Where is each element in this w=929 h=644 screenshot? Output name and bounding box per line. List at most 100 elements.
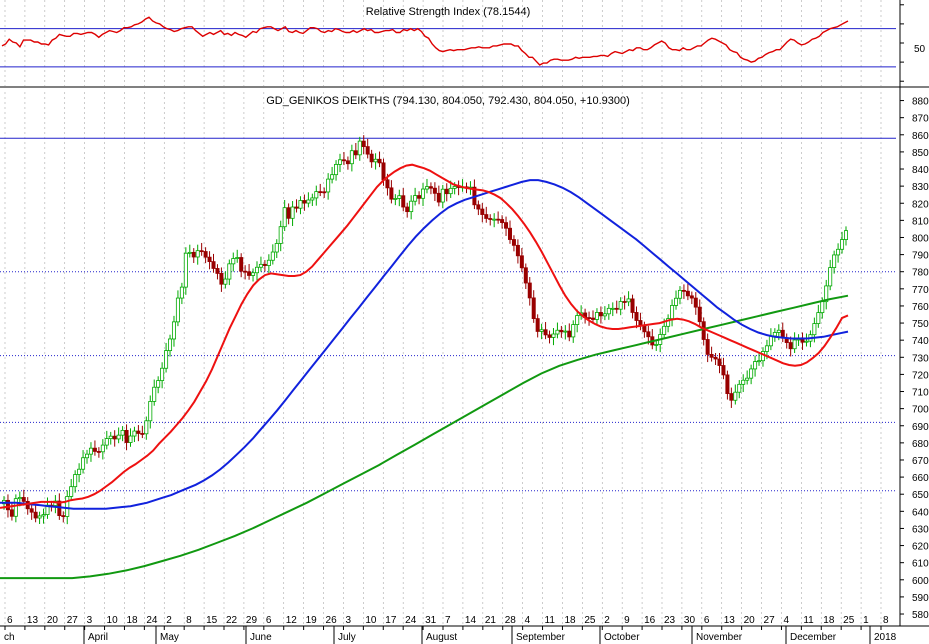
candle-up <box>65 496 70 517</box>
candle-down <box>527 282 532 299</box>
candle-down <box>504 222 509 229</box>
candle-up <box>551 333 556 338</box>
x-tick-label: 30 <box>684 615 696 626</box>
candle-up <box>168 338 173 352</box>
month-label: ch <box>4 632 15 643</box>
ma-short-line <box>0 163 849 509</box>
month-label: December <box>790 632 837 643</box>
candle-up <box>116 434 121 440</box>
price-tick-label: 640 <box>912 507 929 518</box>
candle-up <box>152 386 157 402</box>
x-tick-label: 6 <box>7 615 13 626</box>
candle-up <box>17 497 22 500</box>
candle-down <box>587 317 592 319</box>
candle-down <box>642 325 647 333</box>
candle-up <box>792 339 797 350</box>
candle-up <box>828 267 833 287</box>
candle-up <box>440 188 445 203</box>
candle-down <box>385 179 390 189</box>
candle-up <box>104 438 109 446</box>
candle-down <box>369 153 374 163</box>
candle-up <box>492 218 497 221</box>
x-tick-label: 1 <box>863 615 869 626</box>
candle-up <box>745 377 750 381</box>
candle-down <box>500 219 505 223</box>
candle-down <box>243 270 248 273</box>
price-tick-label: 580 <box>912 610 929 621</box>
candle-down <box>709 353 714 358</box>
candle-down <box>92 447 97 452</box>
candle-up <box>251 272 256 276</box>
candle-up <box>670 305 675 320</box>
candle-up <box>235 257 240 259</box>
candle-down <box>302 200 307 204</box>
candle-down <box>519 255 524 269</box>
candle-down <box>345 160 350 165</box>
x-tick-label: 8 <box>883 615 889 626</box>
x-tick-label: 18 <box>126 615 138 626</box>
candle-down <box>436 192 441 203</box>
price-tick-label: 670 <box>912 456 929 467</box>
price-tick-label: 660 <box>912 473 929 484</box>
candle-up <box>148 401 153 422</box>
candle-up <box>737 383 742 393</box>
candle-down <box>361 140 366 147</box>
candle-up <box>144 420 149 435</box>
price-tick-label: 850 <box>912 148 929 159</box>
candle-up <box>187 251 192 254</box>
candle-down <box>428 186 433 189</box>
candle-up <box>575 315 580 325</box>
ma-long-line <box>0 294 849 580</box>
candle-up <box>231 258 236 265</box>
candle-down <box>203 251 208 258</box>
candle-up <box>13 498 18 517</box>
candle-down <box>717 358 722 366</box>
candle-up <box>258 263 263 268</box>
x-tick-label: 24 <box>405 615 417 626</box>
x-tick-label: 28 <box>505 615 517 626</box>
price-tick-label: 760 <box>912 302 929 313</box>
candle-up <box>409 200 414 213</box>
x-tick-label: 23 <box>664 615 676 626</box>
candle-up <box>266 259 271 266</box>
candle-down <box>598 312 603 317</box>
x-tick-label: 16 <box>644 615 656 626</box>
x-tick-label: 26 <box>326 615 338 626</box>
candle-down <box>476 204 481 210</box>
price-tick-label: 620 <box>912 542 929 553</box>
candle-down <box>405 206 410 213</box>
candle-up <box>77 468 82 475</box>
candle-up <box>448 187 453 195</box>
candle-down <box>432 187 437 194</box>
candle-up <box>274 243 279 253</box>
candle-down <box>531 297 536 320</box>
candle-up <box>326 178 331 193</box>
month-label: July <box>338 632 356 643</box>
candle-up <box>254 266 259 274</box>
candle-up <box>666 318 671 327</box>
candle-up <box>41 514 46 517</box>
candle-down <box>634 312 639 321</box>
candle-up <box>610 307 615 310</box>
candle-up <box>393 198 398 200</box>
candle-up <box>373 158 378 163</box>
price-tick-label: 650 <box>912 490 929 501</box>
month-label: April <box>88 632 108 643</box>
candle-up <box>654 344 659 346</box>
candle-down <box>239 257 244 272</box>
candle-up <box>421 188 426 199</box>
x-tick-label: 27 <box>67 615 79 626</box>
candle-down <box>96 451 101 453</box>
candle-up <box>606 307 611 315</box>
month-label: September <box>516 632 566 643</box>
candle-up <box>195 250 200 258</box>
x-tick-label: 9 <box>624 615 630 626</box>
candle-down <box>341 159 346 162</box>
price-tick-label: 750 <box>912 319 929 330</box>
x-tick-label: 11 <box>803 615 814 626</box>
candle-up <box>120 429 125 436</box>
candle-down <box>788 342 793 350</box>
x-tick-label: 24 <box>146 615 158 626</box>
candle-down <box>630 298 635 313</box>
price-tick-label: 810 <box>912 216 929 227</box>
